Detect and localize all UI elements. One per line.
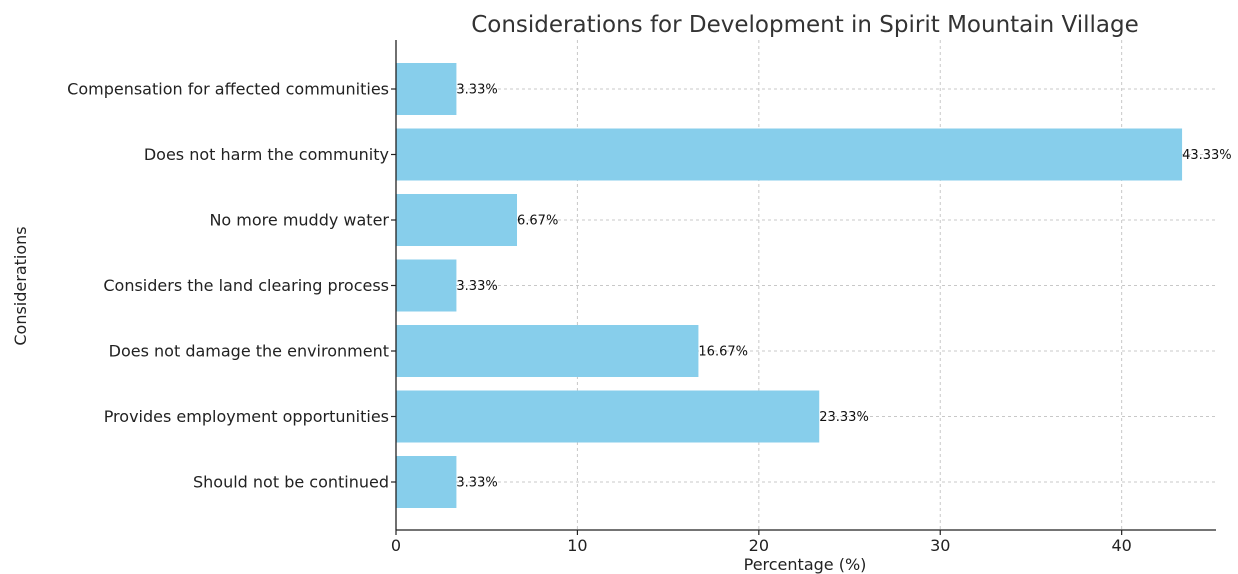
bar <box>396 456 457 508</box>
bar <box>396 325 699 377</box>
bar-value-label: 3.33% <box>456 279 497 294</box>
grid <box>396 40 1216 530</box>
bar <box>396 390 820 443</box>
bar <box>396 259 457 312</box>
y-tick-label: Considers the land clearing process <box>103 276 389 295</box>
bar <box>396 63 457 115</box>
y-tick-label: No more muddy water <box>209 211 389 230</box>
y-tick-label: Should not be continued <box>193 473 389 492</box>
bar-value-label: 43.33% <box>1182 148 1232 163</box>
bar-value-label: 3.33% <box>456 476 497 491</box>
x-axis-label: Percentage (%) <box>744 555 867 574</box>
y-tick-label: Does not harm the community <box>144 145 389 164</box>
y-tick-label: Compensation for affected communities <box>67 80 389 99</box>
chart-title: Considerations for Development in Spirit… <box>471 12 1139 38</box>
x-tick-labels: 0 10 20 30 40 <box>391 536 1132 555</box>
axes <box>391 40 1216 535</box>
bar-value-label: 16.67% <box>698 345 748 360</box>
bar-value-label: 3.33% <box>456 83 497 98</box>
bars <box>396 63 1183 508</box>
value-labels: 3.33% 43.33% 6.67% 3.33% 16.67% 23.33% 3.33% <box>456 83 1231 491</box>
y-tick-labels: Compensation for affected communities Doe… <box>67 80 389 492</box>
bar <box>396 194 518 246</box>
bar-value-label: 6.67% <box>517 214 558 229</box>
x-tick-label: 0 <box>391 536 401 555</box>
x-tick-label: 10 <box>567 536 587 555</box>
x-tick-label: 30 <box>930 536 950 555</box>
bar <box>396 128 1183 181</box>
x-tick-label: 40 <box>1111 536 1131 555</box>
bar-value-label: 23.33% <box>819 410 869 425</box>
y-tick-label: Provides employment opportunities <box>104 407 389 426</box>
y-tick-label: Does not damage the environment <box>109 342 389 361</box>
y-axis-label: Considerations <box>11 226 30 345</box>
x-tick-label: 20 <box>749 536 769 555</box>
